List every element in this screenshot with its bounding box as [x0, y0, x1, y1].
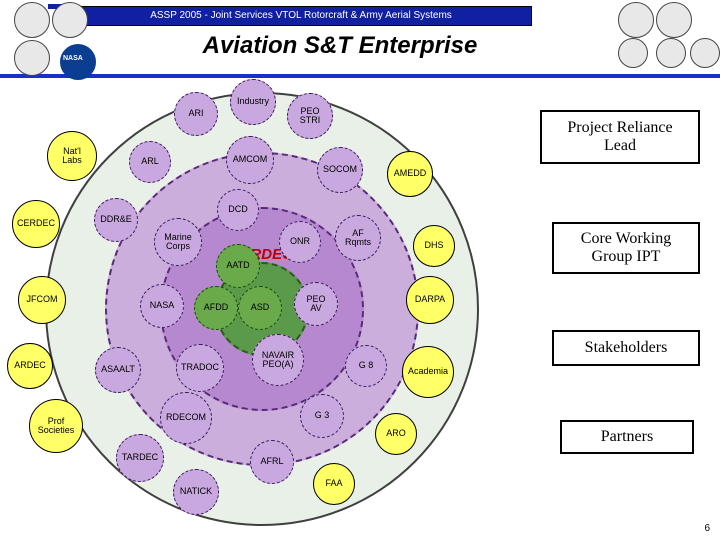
- legend-box: Project RelianceLead: [540, 110, 700, 164]
- nasa-logo: [60, 44, 96, 80]
- diagram-node-label: RDECOM: [166, 413, 206, 422]
- header-rule: [0, 74, 720, 78]
- legend-box: Stakeholders: [552, 330, 700, 366]
- diagram-node-label: TARDEC: [122, 453, 158, 462]
- diagram-node: AMCOM: [226, 136, 274, 184]
- diagram-node: ARI: [174, 92, 218, 136]
- diagram-node-label: G 3: [315, 411, 330, 420]
- legend-box: Partners: [560, 420, 694, 454]
- agency-logo: [14, 40, 50, 76]
- agency-logo: [656, 38, 686, 68]
- diagram-node-label: PEOAV: [306, 295, 325, 314]
- diagram-node: AATD: [216, 244, 260, 288]
- diagram-node: ONR: [279, 221, 321, 263]
- page-number: 6: [704, 523, 710, 534]
- diagram-node: G 3: [300, 394, 344, 438]
- legend-box: Core WorkingGroup IPT: [552, 222, 700, 274]
- diagram-node-label: G 8: [359, 361, 374, 370]
- diagram-node-label: Industry: [237, 97, 269, 106]
- diagram-node: Nat'lLabs: [47, 131, 97, 181]
- diagram-node-label: FAA: [325, 479, 342, 488]
- diagram-node: Industry: [230, 79, 276, 125]
- diagram-node-label: ASAALT: [101, 365, 135, 374]
- header-banner-text: ASSP 2005 - Joint Services VTOL Rotorcra…: [71, 7, 531, 25]
- diagram-node-label: TRADOC: [181, 363, 219, 372]
- diagram-node-label: Academia: [408, 367, 448, 376]
- diagram-node: DDR&E: [94, 198, 138, 242]
- diagram-node: ProfSocieties: [29, 399, 83, 453]
- diagram-node: ASAALT: [95, 347, 141, 393]
- header-banner: ASSP 2005 - Joint Services VTOL Rotorcra…: [70, 6, 532, 26]
- diagram-node: NAVAIRPEO(A): [252, 334, 304, 386]
- diagram-node-label: ARI: [188, 109, 203, 118]
- diagram-node: FAA: [313, 463, 355, 505]
- diagram-node: ARO: [375, 413, 417, 455]
- diagram-node: ASD: [238, 286, 282, 330]
- diagram-node: TARDEC: [116, 434, 164, 482]
- diagram-node: JFCOM: [18, 276, 66, 324]
- diagram-node-label: DDR&E: [100, 215, 132, 224]
- page-title: Aviation S&T Enterprise: [120, 32, 560, 60]
- diagram-node-label: AFRL: [260, 457, 283, 466]
- diagram-node: AMEDD: [387, 151, 433, 197]
- diagram-node-label: ProfSocieties: [38, 417, 75, 436]
- diagram-node: MarineCorps: [154, 218, 202, 266]
- diagram-node: NATICK: [173, 469, 219, 515]
- diagram-node-label: NASA: [150, 301, 175, 310]
- agency-logo: [656, 2, 692, 38]
- diagram-node-label: NAVAIRPEO(A): [262, 351, 294, 370]
- diagram-node: G 8: [345, 345, 387, 387]
- diagram-node-label: AMCOM: [233, 155, 268, 164]
- diagram-node-label: AFDD: [204, 303, 229, 312]
- diagram-node: DCD: [217, 189, 259, 231]
- diagram-node: Academia: [402, 346, 454, 398]
- diagram-node: SOCOM: [317, 147, 363, 193]
- diagram-node-label: DARPA: [415, 295, 445, 304]
- diagram-node: NASA: [140, 284, 184, 328]
- diagram-node-label: SOCOM: [323, 165, 357, 174]
- diagram-node: AFRL: [250, 440, 294, 484]
- diagram-node: CERDEC: [12, 200, 60, 248]
- diagram-node-label: ARO: [386, 429, 406, 438]
- diagram-node-label: JFCOM: [27, 295, 58, 304]
- diagram-node-label: AMEDD: [394, 169, 427, 178]
- diagram-node-label: CERDEC: [17, 219, 55, 228]
- diagram-node: DHS: [413, 225, 455, 267]
- diagram-node: DARPA: [406, 276, 454, 324]
- diagram-node: PEOSTRI: [287, 93, 333, 139]
- diagram-node: ARDEC: [7, 343, 53, 389]
- diagram-node-label: ARDEC: [14, 361, 46, 370]
- diagram-node-label: DCD: [228, 205, 248, 214]
- diagram-node-label: DHS: [424, 241, 443, 250]
- diagram-node: ARL: [129, 141, 171, 183]
- agency-logo: [618, 38, 648, 68]
- diagram-node-label: MarineCorps: [164, 233, 192, 252]
- diagram-node-label: PEOSTRI: [300, 107, 321, 126]
- network-diagram: AMRDEC Nat'lLabsCERDECJFCOMARDECProfSoci…: [10, 82, 490, 532]
- diagram-node-label: ARL: [141, 157, 159, 166]
- diagram-node: PEOAV: [294, 282, 338, 326]
- diagram-node-label: ONR: [290, 237, 310, 246]
- diagram-node-label: AATD: [226, 261, 249, 270]
- diagram-node: TRADOC: [176, 344, 224, 392]
- agency-logo: [618, 2, 654, 38]
- diagram-node-label: Nat'lLabs: [62, 147, 82, 166]
- agency-logo: [690, 38, 720, 68]
- agency-logo: [14, 2, 50, 38]
- diagram-node-label: ASD: [251, 303, 270, 312]
- diagram-node: RDECOM: [160, 392, 212, 444]
- agency-logo: [52, 2, 88, 38]
- diagram-node: AFDD: [194, 286, 238, 330]
- diagram-node-label: NATICK: [180, 487, 212, 496]
- diagram-node-label: AFRqmts: [345, 229, 371, 248]
- diagram-node: AFRqmts: [335, 215, 381, 261]
